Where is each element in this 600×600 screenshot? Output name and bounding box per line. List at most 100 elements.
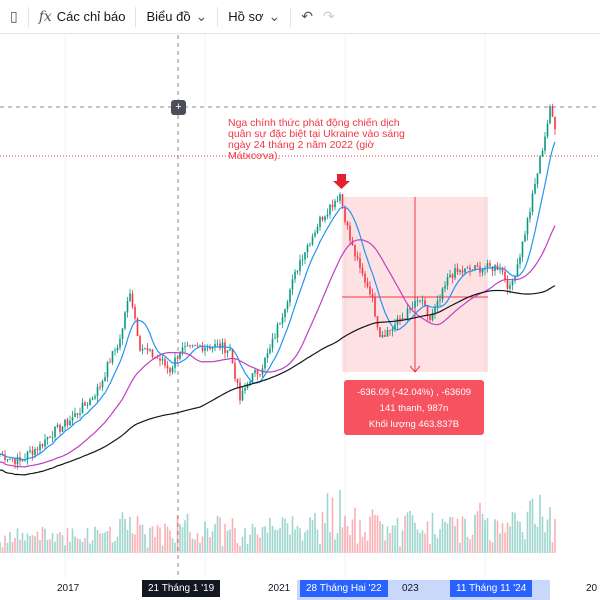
candle [229, 349, 231, 351]
volume-bar [306, 529, 309, 553]
volume-bar [539, 494, 541, 553]
volume-bar [159, 527, 161, 553]
layout-button[interactable]: ▯ [0, 0, 28, 33]
volume-bar [436, 538, 439, 553]
volume-bar [209, 537, 211, 553]
annotation-text[interactable]: Nga chính thức phát động chiến dịch quân… [228, 117, 405, 162]
volume-bar [359, 519, 361, 553]
candle [181, 347, 184, 353]
volume-bar [26, 533, 29, 553]
candle [231, 349, 234, 364]
candle [511, 280, 514, 286]
candle [544, 136, 546, 151]
volume-bar [41, 526, 44, 553]
candle [489, 263, 491, 267]
volume-bar [231, 518, 234, 553]
candle [91, 398, 94, 400]
add-alert-button[interactable]: + [171, 100, 186, 115]
candle [199, 345, 201, 347]
candle [14, 458, 16, 465]
candle [94, 396, 96, 399]
candle [114, 350, 116, 352]
volume-bar [286, 523, 289, 553]
candle [61, 426, 64, 432]
volume-bar [36, 531, 39, 553]
volume-bar [191, 538, 194, 553]
volume-bar [546, 519, 549, 553]
candle [116, 347, 119, 351]
volume-bar [121, 512, 124, 553]
x-label: 023 [402, 583, 419, 594]
volume-bar [504, 532, 506, 553]
volume-bar [9, 531, 11, 553]
volume-bar [336, 533, 339, 553]
undo-button[interactable]: ↶ [291, 0, 323, 33]
volume-bar [341, 527, 344, 553]
candle [366, 282, 369, 287]
candle [526, 218, 529, 235]
candle [539, 156, 541, 174]
candle [221, 342, 224, 349]
volume-bar [54, 541, 56, 553]
indicators-button[interactable]: fx Các chỉ báo [29, 0, 136, 33]
volume-bar [451, 517, 454, 553]
candle [396, 318, 399, 325]
candle [341, 194, 344, 207]
volume-bar [239, 545, 241, 553]
ma-short-line [0, 141, 556, 461]
candle [291, 279, 294, 290]
profile-menu-button[interactable]: Hồ sơ ⌄ [218, 0, 290, 33]
volume-bar [109, 526, 111, 553]
candle [119, 338, 121, 348]
divider [217, 6, 219, 27]
volume-bar [96, 530, 99, 553]
volume-bar [434, 534, 436, 553]
candle [284, 309, 286, 318]
chevron-down-icon: ⌄ [195, 8, 208, 24]
candle [71, 416, 74, 421]
volume-bar [59, 531, 61, 553]
volume-bar [141, 524, 144, 553]
candle [374, 297, 376, 317]
candle [244, 388, 246, 391]
candle [86, 405, 89, 406]
volume-bar [16, 528, 19, 553]
volume-bar [279, 527, 281, 553]
volume-bar [346, 525, 349, 553]
candle [414, 300, 416, 308]
candle [431, 312, 434, 321]
crosshair-date-label: 21 Tháng 1 '19 [142, 580, 221, 597]
volume-bar [39, 539, 41, 553]
time-axis[interactable]: 2017 21 Tháng 1 '19 2021 28 Tháng Hai '2… [0, 578, 600, 600]
candle [236, 379, 239, 383]
volume-bar [79, 539, 81, 553]
volume-bar [219, 517, 221, 553]
candle [339, 194, 341, 201]
redo-button[interactable]: ↷ [323, 0, 335, 33]
volume-bar [29, 535, 31, 553]
candle [21, 460, 24, 462]
candle [31, 450, 34, 455]
volume-bar [176, 515, 179, 553]
candle [346, 221, 349, 226]
volume-bar [199, 543, 201, 553]
candle [121, 328, 124, 339]
volume-bar [1, 547, 4, 553]
candle [401, 318, 404, 320]
volume-bar [466, 536, 469, 553]
volume-bar [99, 533, 101, 553]
volume-bar [319, 544, 321, 553]
candle [439, 299, 441, 301]
candle [429, 315, 431, 321]
candle [356, 256, 359, 259]
volume-bar [549, 507, 551, 553]
candle [186, 345, 189, 347]
candle [444, 285, 446, 289]
volume-bar [194, 539, 196, 553]
volume-bar [366, 540, 369, 553]
chart-menu-button[interactable]: Biểu đồ ⌄ [136, 0, 217, 33]
price-chart[interactable] [0, 35, 600, 578]
candle [106, 362, 109, 378]
candle [141, 348, 144, 351]
volume-bar [139, 524, 141, 553]
